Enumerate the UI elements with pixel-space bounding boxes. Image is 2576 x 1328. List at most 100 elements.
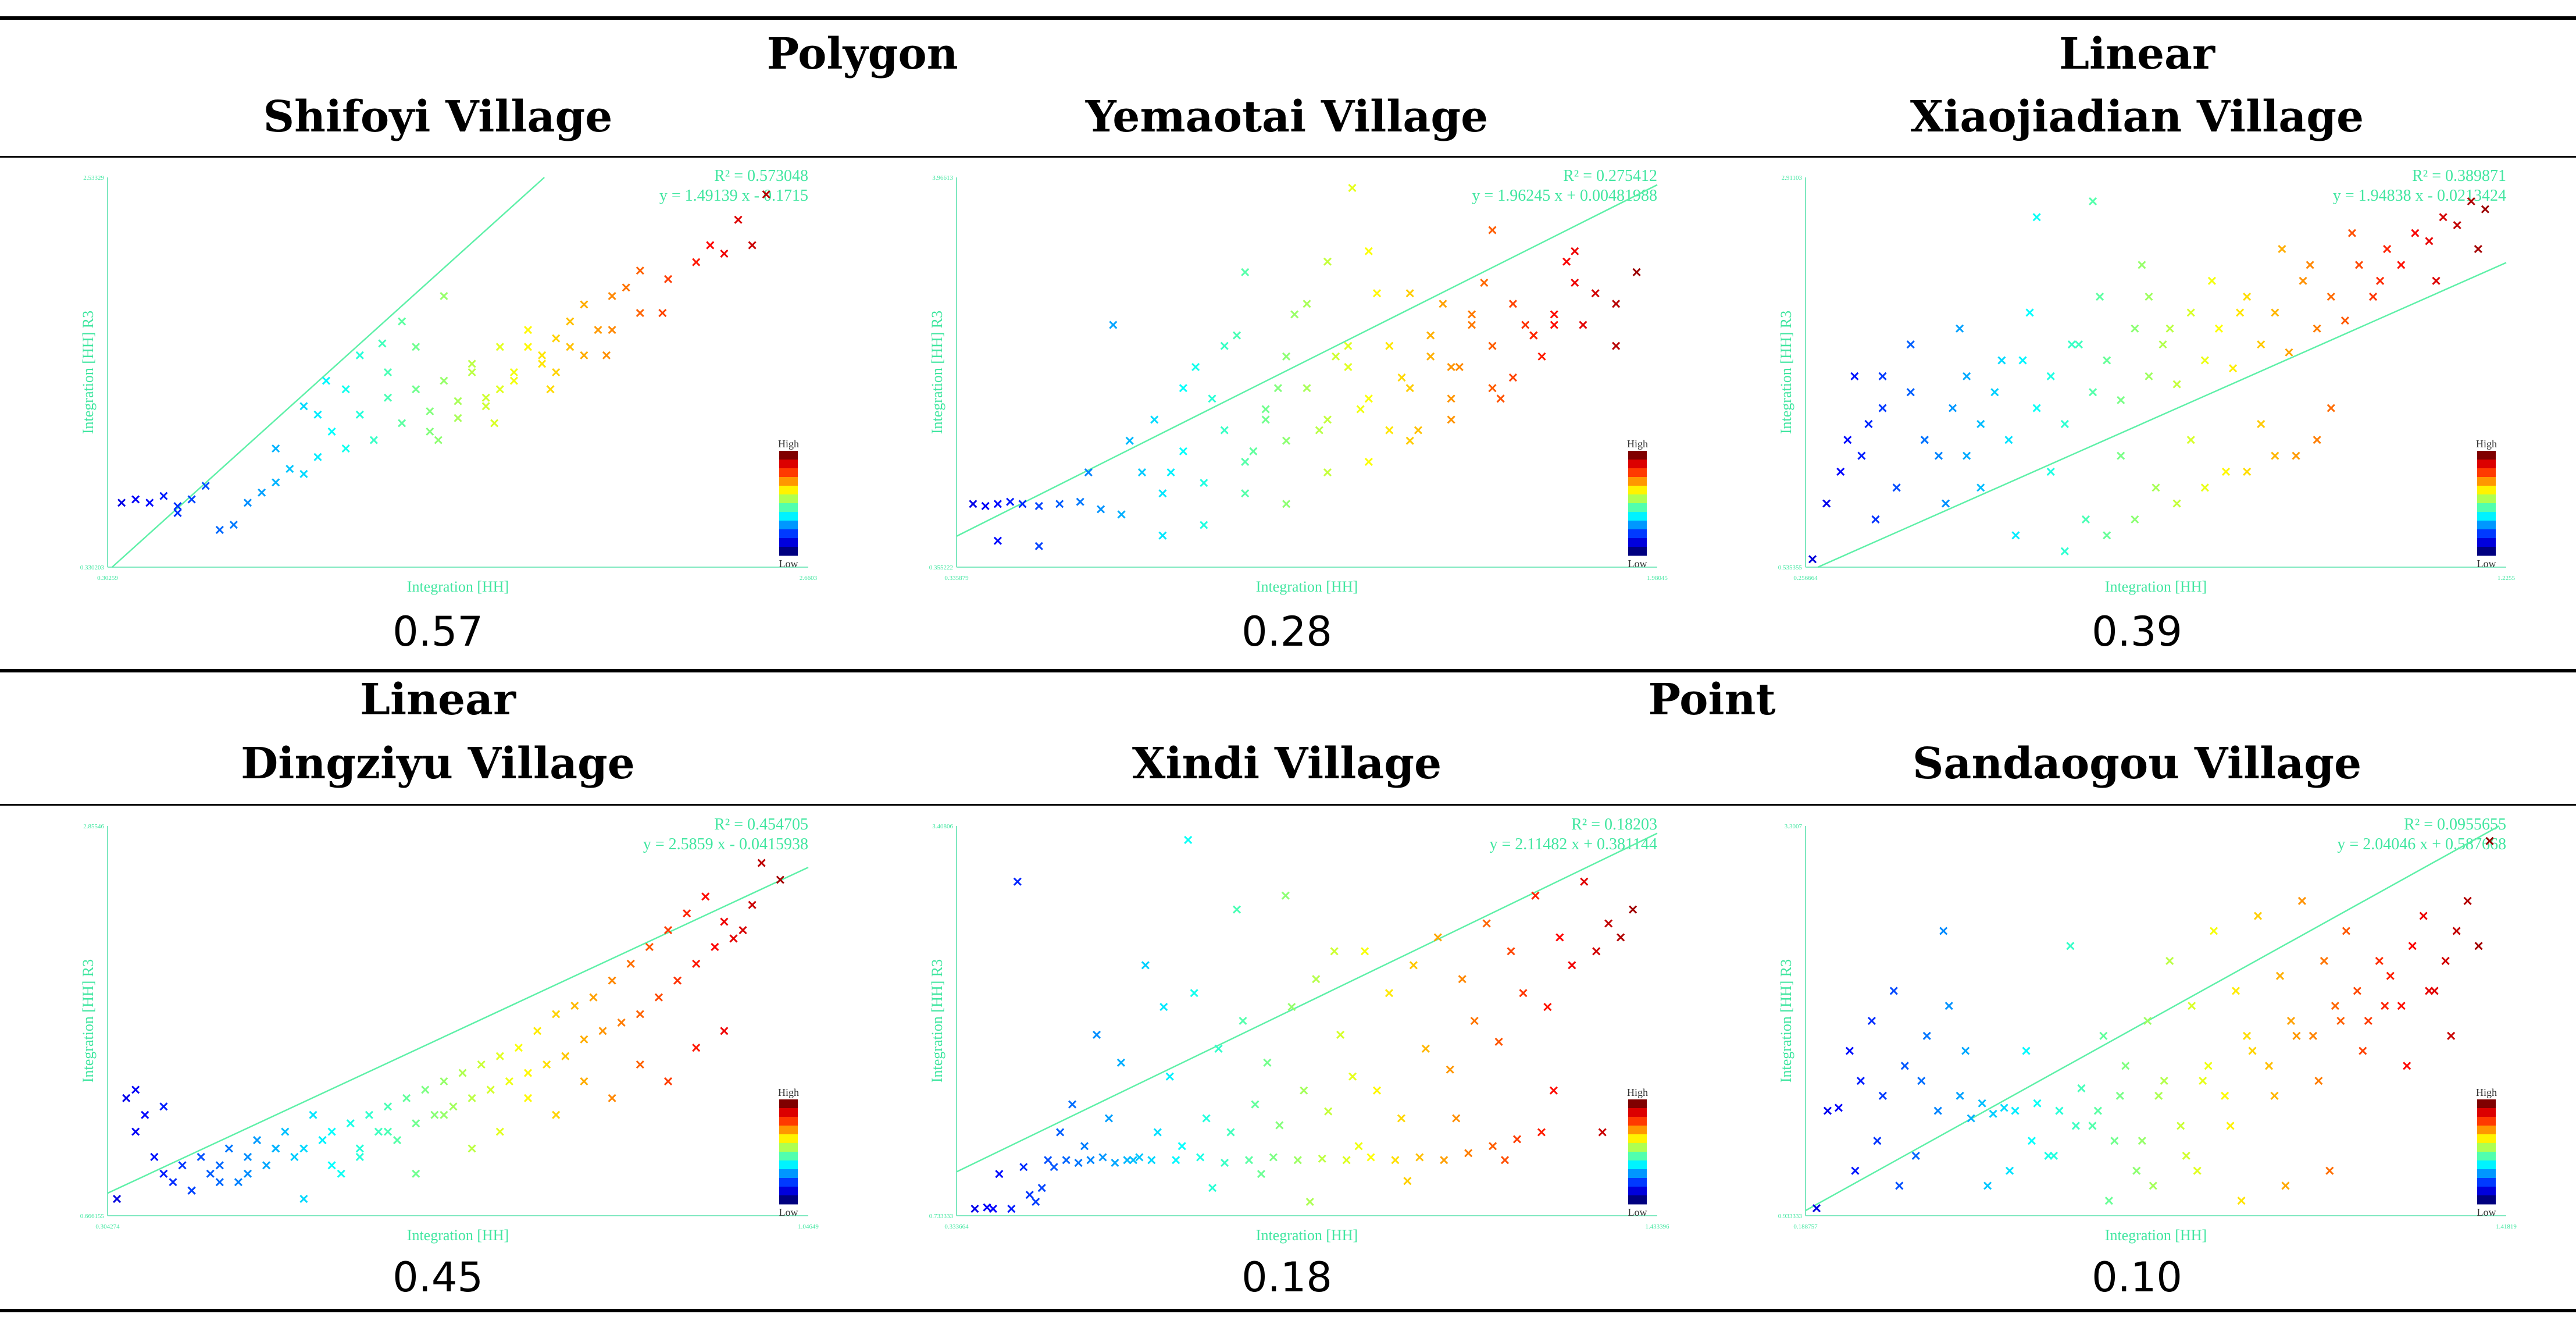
data-point <box>440 376 448 385</box>
data-point <box>412 1119 420 1128</box>
data-point <box>1208 394 1216 403</box>
data-point <box>1405 436 1414 445</box>
data-point <box>748 900 757 909</box>
data-point <box>1330 947 1339 956</box>
regression-line <box>111 177 545 568</box>
legend-swatch <box>2477 1117 2496 1126</box>
data-point <box>1261 405 1270 414</box>
data-point <box>1032 1198 1040 1206</box>
data-point <box>2481 205 2489 213</box>
data-point <box>341 385 350 394</box>
data-point <box>2132 1166 2141 1175</box>
data-point <box>1354 1142 1363 1151</box>
data-point <box>706 241 715 250</box>
data-point <box>1537 352 1546 361</box>
data-point <box>1405 289 1414 298</box>
data-point <box>1084 468 1093 477</box>
data-point <box>2074 340 2083 349</box>
bottom-rule <box>0 1309 2576 1312</box>
data-point <box>2425 987 2434 995</box>
data-point <box>1385 341 1394 350</box>
data-point <box>286 464 294 473</box>
data-point <box>1344 341 1353 350</box>
data-point <box>1006 497 1015 506</box>
data-point <box>2172 499 2181 508</box>
data-point <box>1864 419 1873 428</box>
data-point <box>1232 331 1241 340</box>
data-point <box>187 495 196 504</box>
data-point <box>1273 384 1282 393</box>
data-point <box>1851 1166 1860 1175</box>
legend-low-label: Low <box>2477 1206 2496 1218</box>
data-point <box>318 1135 327 1145</box>
data-point <box>1241 489 1250 498</box>
data-point <box>1871 515 1880 524</box>
scatter-points <box>117 190 770 534</box>
x-axis-label: Integration [HH] <box>1256 1227 1358 1244</box>
data-point <box>1447 362 1455 372</box>
y-tick-max: 3.40806 <box>932 823 953 830</box>
data-point <box>566 317 575 326</box>
data-point <box>1812 1204 1821 1213</box>
r-squared-label: R² = 0.389871 <box>2412 167 2506 185</box>
scatter-panel-xiaojiadian: 0.256664 1.2255 0.535355 2.91103 Integration… <box>1704 160 2535 602</box>
data-point <box>1007 1204 1016 1213</box>
legend-swatch <box>1628 1169 1647 1179</box>
data-point <box>2354 261 2364 269</box>
data-point <box>2182 1151 2190 1160</box>
data-point <box>2271 308 2279 317</box>
regression-equation-label: y = 1.49139 x - 0.1715 <box>659 187 808 205</box>
scatter-svg: 0.30259 2.6603 0.330203 2.53329 Integration … <box>80 167 818 595</box>
regression-equation-label: y = 1.96245 x + 0.00481988 <box>1472 187 1657 205</box>
data-point <box>523 1069 533 1077</box>
data-point <box>1372 289 1382 298</box>
scatter-panel-shifoyi: 0.30259 2.6603 0.330203 2.53329 Integration … <box>6 160 837 602</box>
data-point <box>1208 1184 1217 1192</box>
data-point <box>1961 1046 1970 1055</box>
data-point <box>1232 905 1241 914</box>
data-point <box>299 1144 308 1153</box>
color-legend: High Low <box>1627 1087 1648 1218</box>
data-point <box>327 1127 336 1136</box>
x-tick-min: 0.335879 <box>944 575 969 582</box>
data-point <box>1214 1044 1223 1053</box>
data-point <box>598 1027 607 1035</box>
x-axis-label: Integration [HH] <box>407 578 509 595</box>
legend-swatch <box>779 486 798 495</box>
data-point <box>2467 197 2475 206</box>
data-point <box>2359 1046 2367 1055</box>
category-label-point: Point <box>1648 675 1776 725</box>
data-point <box>1845 1046 1854 1055</box>
data-point <box>454 397 462 405</box>
data-point <box>1287 1003 1296 1012</box>
data-point <box>495 1127 504 1136</box>
data-point <box>1344 362 1353 372</box>
data-point <box>1612 341 1621 350</box>
legend-swatch <box>1628 1099 1647 1109</box>
data-point <box>113 1195 122 1204</box>
data-point <box>1439 300 1447 308</box>
data-point <box>2243 293 2252 301</box>
data-point <box>1165 1072 1174 1081</box>
data-point <box>1257 1170 1265 1179</box>
data-point <box>654 993 663 1002</box>
data-point <box>729 934 738 943</box>
legend-swatch <box>1628 512 1647 521</box>
data-point <box>1906 340 1915 349</box>
data-point <box>1440 1156 1448 1165</box>
legend-swatch <box>1628 547 1647 556</box>
data-point <box>355 351 364 359</box>
data-point <box>1202 1114 1211 1123</box>
legend-swatch <box>2477 1169 2496 1179</box>
regression-equation-label: y = 1.94838 x - 0.0213424 <box>2333 187 2506 205</box>
data-point <box>2257 419 2265 428</box>
data-point <box>2033 1099 2042 1108</box>
r-squared-label: R² = 0.454705 <box>714 816 808 834</box>
scatter-svg: 0.256664 1.2255 0.535355 2.91103 Integration… <box>1778 167 2516 595</box>
data-point <box>580 351 588 359</box>
data-point <box>2403 1062 2411 1070</box>
data-point <box>2193 1166 2202 1175</box>
data-point <box>1549 1086 1558 1095</box>
data-point <box>1405 384 1414 393</box>
data-point <box>1037 1184 1046 1192</box>
